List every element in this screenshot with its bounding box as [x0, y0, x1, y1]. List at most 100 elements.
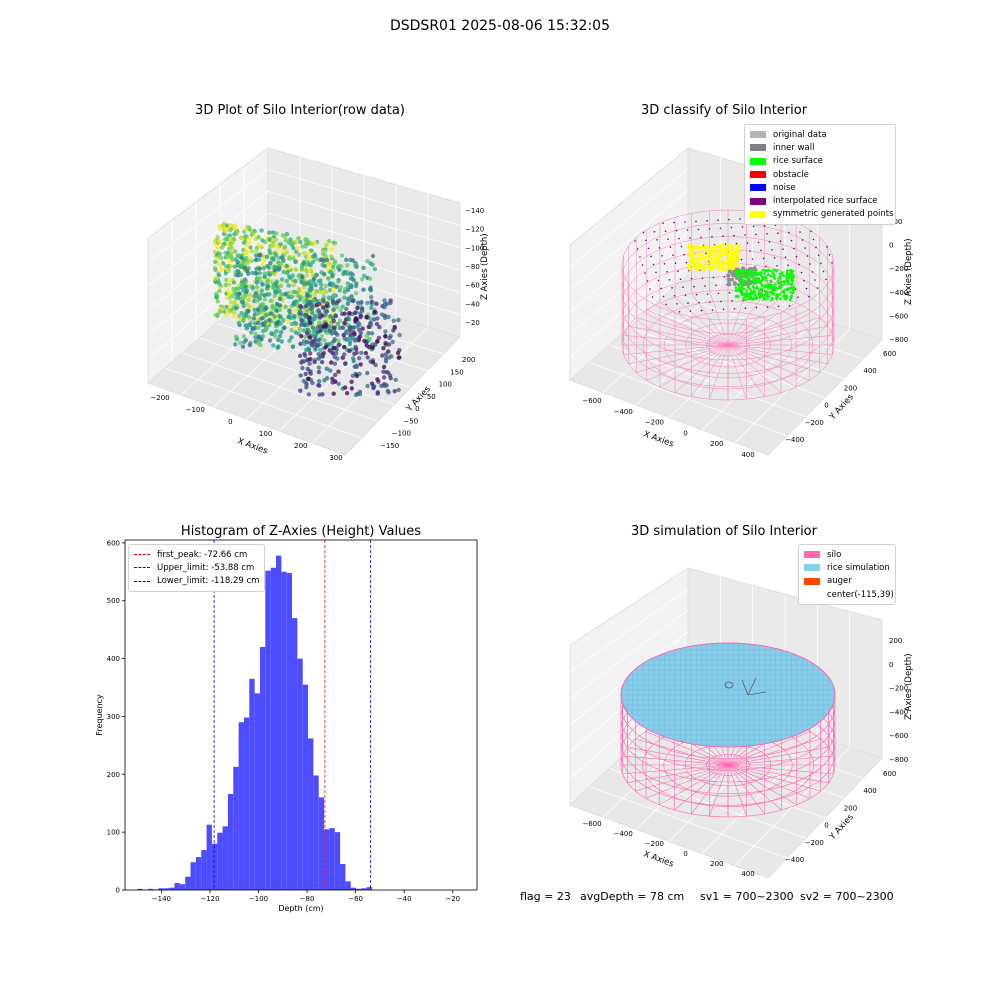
histogram-bar	[329, 828, 335, 890]
panel2-point-interpolated	[649, 288, 651, 290]
panel2-point-rice	[787, 288, 791, 291]
panel2-point-interpolated	[755, 306, 758, 309]
panel1-point	[382, 305, 387, 310]
panel1-point	[278, 330, 284, 335]
panel1-point	[269, 280, 274, 285]
panel1-point	[228, 264, 234, 269]
panel2-point-interpolated	[744, 307, 747, 310]
panel1-point	[285, 270, 290, 276]
panel1-point	[293, 278, 298, 284]
panel1-point	[227, 291, 232, 296]
panel1-point	[226, 277, 232, 283]
panel1-point	[375, 391, 380, 396]
panel1-point	[277, 265, 282, 270]
panel1-point	[296, 288, 302, 293]
panel1-point	[331, 318, 337, 324]
panel1-point	[364, 333, 369, 339]
panel4-z-tick: −800	[889, 756, 908, 764]
panel1-point	[274, 252, 279, 258]
panel2-x-tick: −600	[582, 397, 601, 405]
panel1-point	[296, 252, 302, 257]
panel1-point	[224, 313, 229, 318]
panel1-point	[236, 253, 241, 258]
panel1-point	[267, 230, 272, 235]
panel1-point	[324, 366, 329, 371]
panel1-point	[239, 284, 244, 290]
panel1-point	[317, 310, 322, 316]
panel2-point-rice	[736, 270, 740, 273]
histogram-x-tick: −140	[152, 895, 171, 903]
panel1-point	[360, 277, 365, 282]
panel1-point	[377, 324, 382, 330]
panel1-point	[316, 369, 322, 375]
panel1-point	[313, 241, 318, 246]
panel1-point	[324, 328, 329, 333]
panel2-point-interpolated	[671, 287, 673, 289]
panel2-point-interpolated	[665, 303, 667, 306]
panel2-point-interpolated	[793, 247, 795, 250]
panel1-x-tick: −200	[150, 394, 169, 402]
panel1-point	[281, 269, 286, 275]
figure-title: DSDSR01 2025-08-06 15:32:05	[389, 18, 610, 34]
panel1-point	[380, 353, 385, 358]
panel2-point-interpolated	[798, 263, 800, 266]
panel1-point	[304, 385, 309, 390]
panel1-point	[214, 294, 219, 300]
panel1-point	[357, 356, 362, 361]
panel1-point	[386, 314, 391, 320]
panel2-point-rice	[783, 291, 786, 295]
panel1-point	[283, 238, 288, 243]
panel1-point	[262, 297, 268, 302]
panel2-point-symmetric	[722, 268, 726, 272]
panel1-point	[253, 257, 259, 263]
panel2-point-rice	[741, 272, 744, 275]
panel2-point-symmetric	[698, 253, 701, 257]
panel1-point	[367, 336, 372, 341]
panel2-point-rice	[751, 292, 755, 295]
panel2-point-interpolated	[763, 225, 766, 227]
panel1-zlabel: Z Axies (Depth)	[480, 233, 490, 300]
panel1-point	[233, 257, 239, 262]
panel2-y-tick: −200	[805, 419, 824, 427]
panel1-point	[309, 241, 314, 246]
panel2-point-interpolated	[814, 279, 816, 281]
panel1-y-tick: −150	[380, 442, 399, 450]
panel1-point	[278, 242, 283, 247]
legend-label: rice surface	[773, 156, 823, 167]
panel1-point	[306, 392, 312, 397]
panel1-point	[231, 280, 237, 285]
panel1-point	[228, 300, 234, 305]
panel1-point	[254, 248, 259, 254]
panel2-point-rice	[755, 297, 759, 301]
panel1-point	[396, 317, 401, 323]
histogram-bar	[137, 888, 143, 890]
histogram-bar	[350, 887, 357, 890]
panel2-point-symmetric	[718, 244, 722, 248]
panel1-point	[327, 282, 332, 287]
panel2-point-interpolated	[784, 256, 787, 259]
panel1-point	[324, 243, 329, 248]
panel2-point-interpolated	[790, 239, 793, 242]
panel1-point	[336, 369, 341, 374]
panel1-point	[243, 285, 248, 290]
panel2-z-tick: −600	[889, 312, 908, 320]
panel1-point	[314, 289, 319, 294]
panel1-point	[263, 305, 269, 311]
panel2-point-rice	[752, 276, 756, 279]
panel2-point-rice	[767, 295, 771, 298]
panel1-point	[358, 362, 363, 367]
legend-swatch	[804, 551, 820, 559]
histogram-bar	[265, 570, 271, 890]
panel1-point	[328, 368, 333, 373]
panel1-point	[316, 338, 321, 343]
panel1-point	[265, 280, 270, 285]
panel1-point	[302, 323, 307, 328]
panel1-point	[228, 236, 233, 242]
panel1-point	[278, 303, 283, 308]
panel1-point	[329, 360, 334, 365]
panel2-point-interpolated	[684, 221, 686, 223]
panel2-point-rice	[757, 271, 760, 275]
panel1-point	[305, 293, 310, 298]
panel2-point-symmetric	[731, 251, 735, 255]
panel1-point	[302, 351, 307, 357]
